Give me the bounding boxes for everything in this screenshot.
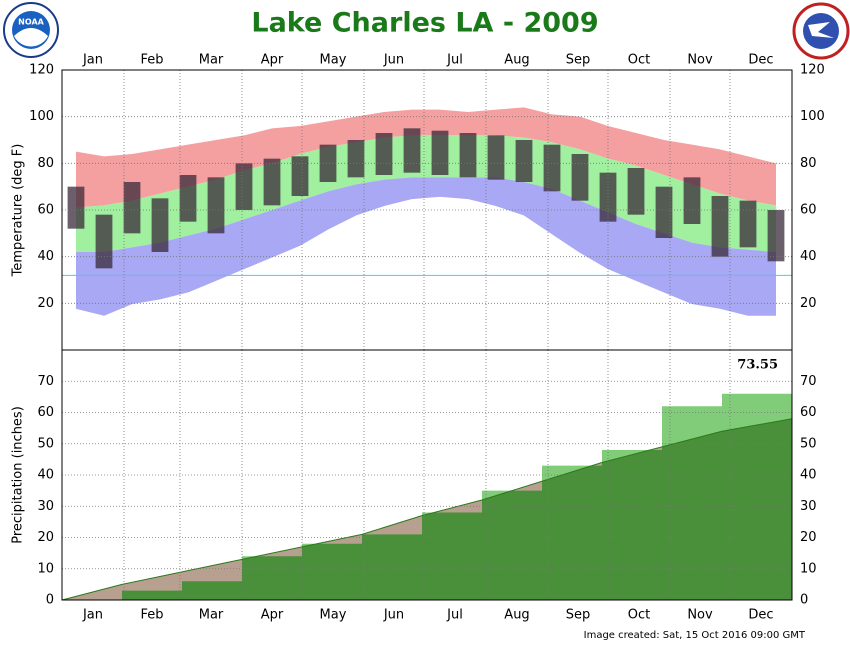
x-tick-label: Apr bbox=[261, 608, 284, 623]
y-tick-label: 20 bbox=[37, 530, 54, 545]
x-tick-label: Jun bbox=[383, 608, 404, 623]
y-tick-label: 50 bbox=[800, 436, 817, 451]
x-tick-label: Mar bbox=[199, 53, 224, 68]
x-tick-label: Jul bbox=[446, 53, 463, 68]
x-tick-label: Jan bbox=[82, 608, 103, 623]
y-tick-label: 40 bbox=[37, 249, 54, 264]
actual-range-bar bbox=[515, 140, 533, 182]
actual-range-bar bbox=[123, 182, 141, 234]
x-tick-label: Dec bbox=[748, 53, 773, 68]
y-tick-label: 20 bbox=[800, 530, 817, 545]
footer: Image created: Sat, 15 Oct 2016 09:00 GM… bbox=[584, 630, 806, 641]
actual-range-bar bbox=[235, 163, 253, 210]
actual-range-bar bbox=[95, 214, 113, 269]
actual-range-bar bbox=[291, 156, 309, 196]
actual-range-bar bbox=[375, 133, 393, 175]
x-tick-label: Aug bbox=[504, 53, 529, 68]
y-axis-title: Temperature (deg F) bbox=[11, 144, 26, 278]
actual-range-bar bbox=[431, 130, 449, 175]
plot-frame bbox=[61, 349, 793, 601]
y-tick-label: 40 bbox=[800, 249, 817, 264]
y-tick-label: 50 bbox=[37, 436, 54, 451]
x-tick-label: Nov bbox=[687, 608, 713, 623]
actual-range-bar bbox=[179, 175, 197, 222]
y-tick-label: 20 bbox=[800, 296, 817, 311]
plot bbox=[61, 370, 793, 601]
x-tick-label: Mar bbox=[199, 608, 224, 623]
x-tick-label: Oct bbox=[628, 608, 650, 623]
y-tick-label: 40 bbox=[37, 468, 54, 483]
chart-title: Lake Charles LA - 2009 bbox=[251, 8, 598, 39]
actual-range-bar bbox=[319, 144, 337, 182]
actual-range-bar bbox=[207, 177, 225, 234]
y-axis-title: Precipitation (inches) bbox=[11, 406, 26, 544]
x-tick-label: Feb bbox=[140, 608, 163, 623]
noaa-logo: NOAA bbox=[3, 2, 59, 58]
logo-text: NOAA bbox=[18, 18, 44, 27]
y-tick-label: 30 bbox=[800, 499, 817, 514]
y-tick-label: 40 bbox=[800, 468, 817, 483]
y-tick-label: 70 bbox=[37, 374, 54, 389]
nws-logo bbox=[792, 2, 850, 60]
y-tick-label: 60 bbox=[800, 203, 817, 218]
actual-range-bar bbox=[739, 200, 757, 248]
x-tick-label: Jul bbox=[446, 608, 463, 623]
y-tick-label: 80 bbox=[37, 156, 54, 171]
x-tick-label: Sep bbox=[566, 608, 591, 623]
y-tick-label: 30 bbox=[37, 499, 54, 514]
actual-range-bar bbox=[767, 210, 785, 262]
y-tick-label: 100 bbox=[800, 109, 825, 124]
x-tick-label: Dec bbox=[748, 608, 773, 623]
y-tick-label: 10 bbox=[37, 561, 54, 576]
x-tick-label: Jan bbox=[82, 53, 103, 68]
x-tick-label: Feb bbox=[140, 53, 163, 68]
y-tick-label: 120 bbox=[800, 63, 825, 78]
actual-range-bar bbox=[459, 133, 477, 178]
y-tick-label: 0 bbox=[46, 593, 54, 608]
y-tick-label: 80 bbox=[800, 156, 817, 171]
y-tick-label: 70 bbox=[800, 374, 817, 389]
actual-range-bar bbox=[263, 158, 281, 206]
y-tick-label: 0 bbox=[800, 593, 808, 608]
y-tick-label: 60 bbox=[37, 405, 54, 420]
actual-range-bar bbox=[599, 172, 617, 222]
x-tick-label: Aug bbox=[504, 608, 529, 623]
actual-range-bar bbox=[655, 186, 673, 238]
total-label: 73.55 bbox=[737, 358, 778, 373]
band bbox=[76, 107, 776, 208]
x-tick-label: Oct bbox=[628, 53, 650, 68]
x-tick-label: Sep bbox=[566, 53, 591, 68]
y-tick-label: 10 bbox=[800, 561, 817, 576]
x-tick-label: Nov bbox=[687, 53, 713, 68]
y-tick-label: 60 bbox=[37, 203, 54, 218]
actual-overlap bbox=[62, 418, 792, 600]
plot bbox=[62, 107, 792, 316]
y-tick-label: 120 bbox=[29, 63, 54, 78]
actual-range-bar bbox=[151, 198, 169, 252]
actual-range-bar bbox=[67, 186, 85, 229]
band bbox=[76, 135, 776, 252]
actual-range-bar bbox=[543, 144, 561, 192]
actual-range-bar bbox=[711, 196, 729, 257]
actual-range-bar bbox=[487, 135, 505, 180]
y-tick-label: 60 bbox=[800, 405, 817, 420]
actual-range-bar bbox=[403, 128, 421, 173]
actual-range-bar bbox=[683, 177, 701, 224]
x-tick-label: May bbox=[320, 53, 347, 68]
x-tick-label: Jun bbox=[383, 53, 404, 68]
x-tick-label: May bbox=[320, 608, 347, 623]
actual-range-bar bbox=[571, 154, 589, 201]
x-tick-label: Apr bbox=[261, 53, 284, 68]
actual-range-bar bbox=[347, 140, 365, 178]
actual-range-bar bbox=[627, 168, 645, 215]
normal-line bbox=[61, 418, 793, 601]
line bbox=[75, 195, 776, 316]
y-tick-label: 20 bbox=[37, 296, 54, 311]
y-tick-label: 100 bbox=[29, 109, 54, 124]
